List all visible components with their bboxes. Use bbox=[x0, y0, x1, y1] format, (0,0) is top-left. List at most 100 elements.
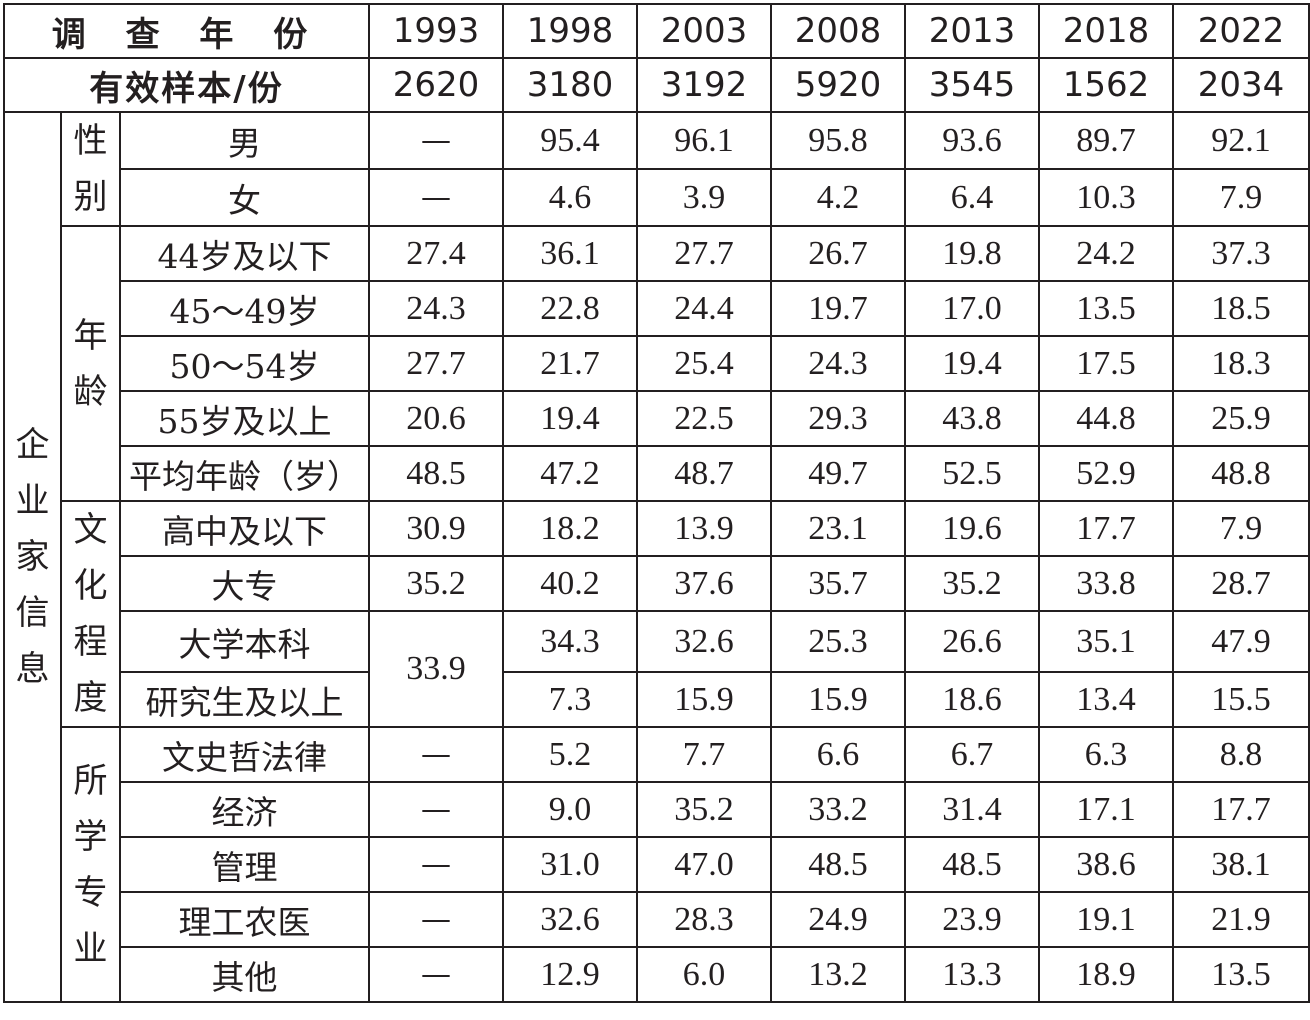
table-row: 研究生及以上 7.3 15.9 15.9 18.6 13.4 15.5 bbox=[4, 671, 1310, 728]
row-label: 高中及以下 bbox=[118, 500, 371, 557]
row-label: 男 bbox=[118, 111, 371, 170]
value-cell: 48.7 bbox=[636, 445, 773, 502]
table-row: 管理 — 31.0 47.0 48.5 48.5 38.6 38.1 bbox=[4, 836, 1310, 893]
value-cell: 52.5 bbox=[904, 445, 1041, 502]
value-cell: 47.2 bbox=[502, 445, 639, 502]
value-cell: 25.3 bbox=[770, 610, 907, 673]
value-cell: 17.5 bbox=[1038, 335, 1175, 392]
value-cell: 19.7 bbox=[770, 280, 907, 337]
value-cell: 33.8 bbox=[1038, 555, 1175, 612]
value-cell: 18.2 bbox=[502, 500, 639, 557]
value-cell: 35.2 bbox=[904, 555, 1041, 612]
value-cell: 36.1 bbox=[502, 225, 639, 282]
value-cell: 13.2 bbox=[770, 946, 907, 1003]
value-cell: 13.5 bbox=[1038, 280, 1175, 337]
value-cell: 27.7 bbox=[636, 225, 773, 282]
value-cell: 7.9 bbox=[1172, 500, 1310, 557]
year-cell: 2018 bbox=[1038, 3, 1175, 59]
value-cell: — bbox=[368, 781, 505, 838]
value-cell: 44.8 bbox=[1038, 390, 1175, 447]
value-cell: 13.4 bbox=[1038, 671, 1175, 728]
table-row: 50～54岁 27.7 21.7 25.4 24.3 19.4 17.5 18.… bbox=[4, 335, 1310, 392]
value-cell: 95.4 bbox=[502, 111, 639, 170]
sample-cell: 3545 bbox=[904, 57, 1041, 113]
year-cell: 2013 bbox=[904, 3, 1041, 59]
value-cell: — bbox=[368, 168, 505, 227]
year-cell: 1993 bbox=[368, 3, 505, 59]
value-cell: 7.3 bbox=[502, 671, 639, 728]
value-cell: 24.2 bbox=[1038, 225, 1175, 282]
row-label: 管理 bbox=[118, 836, 371, 893]
value-cell: 15.9 bbox=[770, 671, 907, 728]
value-cell: 9.0 bbox=[502, 781, 639, 838]
value-cell: 35.2 bbox=[636, 781, 773, 838]
value-cell: 22.8 bbox=[502, 280, 639, 337]
value-cell: 27.7 bbox=[368, 335, 505, 392]
group-label-entrepreneur-info: 企 业 家 信 息 bbox=[3, 111, 62, 1003]
table-row: 理工农医 — 32.6 28.3 24.9 23.9 19.1 21.9 bbox=[4, 891, 1310, 948]
value-cell: 35.1 bbox=[1038, 610, 1175, 673]
value-cell: 18.9 bbox=[1038, 946, 1175, 1003]
value-cell: 19.1 bbox=[1038, 891, 1175, 948]
value-cell: 27.4 bbox=[368, 225, 505, 282]
value-cell: 95.8 bbox=[770, 111, 907, 170]
sample-label: 有效样本/份 bbox=[2, 57, 371, 113]
year-cell: 2003 bbox=[636, 3, 773, 59]
value-cell: 34.3 bbox=[502, 610, 639, 673]
value-cell: 96.1 bbox=[636, 111, 773, 170]
value-cell: 25.4 bbox=[636, 335, 773, 392]
value-cell: 17.0 bbox=[904, 280, 1041, 337]
value-cell: 4.6 bbox=[502, 168, 639, 227]
value-cell: 21.9 bbox=[1172, 891, 1310, 948]
value-cell: — bbox=[368, 836, 505, 893]
table-row: 55岁及以上 20.6 19.4 22.5 29.3 43.8 44.8 25.… bbox=[4, 390, 1310, 447]
year-cell: 2022 bbox=[1172, 3, 1310, 59]
value-cell: 19.4 bbox=[502, 390, 639, 447]
subgroup-label-age: 年 龄 bbox=[60, 225, 121, 502]
year-cell: 2008 bbox=[770, 3, 907, 59]
sample-cell: 1562 bbox=[1038, 57, 1175, 113]
merged-value-cell: 33.9 bbox=[368, 610, 505, 728]
value-cell: 6.3 bbox=[1038, 726, 1175, 783]
table-row: 文 化 程 度 高中及以下 30.9 18.2 13.9 23.1 19.6 1… bbox=[4, 500, 1310, 728]
value-cell: 24.9 bbox=[770, 891, 907, 948]
value-cell: 43.8 bbox=[904, 390, 1041, 447]
row-label: 研究生及以上 bbox=[118, 671, 371, 728]
row-label: 文史哲法律 bbox=[118, 726, 371, 783]
value-cell: 17.7 bbox=[1172, 781, 1310, 838]
row-label: 44岁及以下 bbox=[118, 225, 371, 282]
value-cell: 48.5 bbox=[904, 836, 1041, 893]
value-cell: 12.9 bbox=[502, 946, 639, 1003]
subgroup-label-gender: 性 别 bbox=[60, 111, 121, 227]
value-cell: 17.1 bbox=[1038, 781, 1175, 838]
row-label: 平均年龄（岁） bbox=[118, 445, 371, 502]
value-cell: — bbox=[368, 946, 505, 1003]
value-cell: 23.9 bbox=[904, 891, 1041, 948]
value-cell: 6.7 bbox=[904, 726, 1041, 783]
year-cell: 1998 bbox=[502, 3, 639, 59]
value-cell: 7.9 bbox=[1172, 168, 1310, 227]
value-cell: 89.7 bbox=[1038, 111, 1175, 170]
subgroup-label-education: 文 化 程 度 bbox=[60, 500, 121, 728]
value-cell: 13.5 bbox=[1172, 946, 1310, 1003]
table-row: 45～49岁 24.3 22.8 24.4 19.7 17.0 13.5 18.… bbox=[4, 280, 1310, 337]
value-cell: 32.6 bbox=[636, 610, 773, 673]
value-cell: 21.7 bbox=[502, 335, 639, 392]
value-cell: 3.9 bbox=[636, 168, 773, 227]
row-label: 55岁及以上 bbox=[118, 390, 371, 447]
value-cell: 35.2 bbox=[368, 555, 505, 612]
row-label: 45～49岁 bbox=[118, 280, 371, 337]
table-row: 年 龄 44岁及以下 27.4 36.1 27.7 26.7 19.8 24.2… bbox=[4, 225, 1310, 502]
table-row: 其他 — 12.9 6.0 13.2 13.3 18.9 13.5 bbox=[4, 946, 1310, 1003]
value-cell: 8.8 bbox=[1172, 726, 1310, 783]
value-cell: 28.3 bbox=[636, 891, 773, 948]
survey-table: 调 查 年 份 1993 1998 2003 2008 2013 2018 20… bbox=[2, 3, 1310, 1003]
table-row: 平均年龄（岁） 48.5 47.2 48.7 49.7 52.5 52.9 48… bbox=[4, 445, 1310, 502]
value-cell: 32.6 bbox=[502, 891, 639, 948]
value-cell: 52.9 bbox=[1038, 445, 1175, 502]
value-cell: 22.5 bbox=[636, 390, 773, 447]
value-cell: 5.2 bbox=[502, 726, 639, 783]
value-cell: 18.3 bbox=[1172, 335, 1310, 392]
value-cell: 49.7 bbox=[770, 445, 907, 502]
value-cell: 93.6 bbox=[904, 111, 1041, 170]
